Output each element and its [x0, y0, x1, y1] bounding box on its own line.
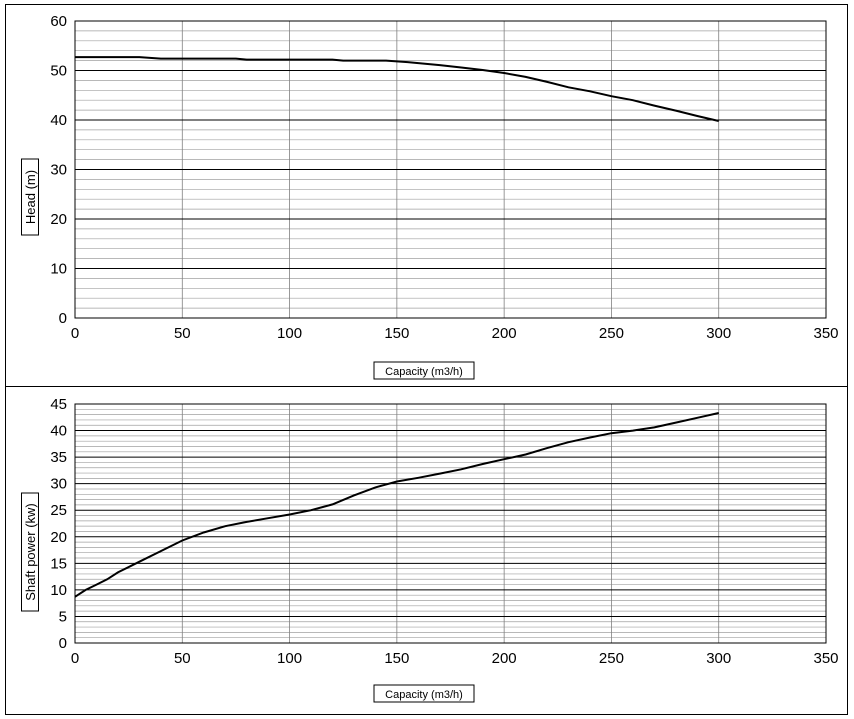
- x-axis-title: Capacity (m3/h): [385, 366, 463, 378]
- vertical-gridlines: [181, 404, 720, 643]
- x-tick-label: 200: [492, 650, 517, 667]
- x-tick-labels: 0 50 100 150 200 250 300 350: [71, 325, 839, 342]
- y-tick-label: 45: [50, 396, 67, 413]
- y-axis-title-box: Head (m): [21, 158, 39, 236]
- plot-area-border: [74, 20, 827, 319]
- head-curve: [75, 56, 719, 122]
- x-tick-labels: 0 50 100 150 200 250 300 350: [71, 650, 839, 667]
- x-tick-label: 0: [71, 650, 79, 667]
- major-gridlines: [75, 430, 826, 617]
- x-tick-label: 0: [71, 325, 79, 342]
- y-tick-label: 40: [50, 112, 67, 129]
- plot-area-border: [74, 403, 827, 644]
- y-tick-label: 5: [59, 608, 67, 625]
- figure-border: [5, 4, 848, 715]
- shaft-power-curve: [74, 412, 719, 598]
- x-tick-label: 50: [174, 325, 191, 342]
- y-axis-title: Head (m): [23, 170, 38, 224]
- y-tick-label: 60: [50, 13, 67, 30]
- x-tick-label: 50: [174, 650, 191, 667]
- x-tick-label: 300: [706, 325, 731, 342]
- x-tick-label: 150: [384, 325, 409, 342]
- x-tick-label: 350: [813, 325, 838, 342]
- y-tick-label: 0: [59, 635, 67, 652]
- x-tick-label: 350: [813, 650, 838, 667]
- y-tick-labels: 0 5 10 15 20 25 30 35 40 45: [50, 396, 67, 652]
- minor-gridlines: [75, 408, 826, 639]
- y-tick-label: 15: [50, 555, 67, 572]
- x-tick-label: 250: [599, 325, 624, 342]
- y-tick-label: 10: [50, 261, 67, 278]
- x-tick-label: 100: [277, 650, 302, 667]
- y-tick-label: 50: [50, 63, 67, 80]
- y-tick-label: 20: [50, 211, 67, 228]
- x-tick-label: 200: [492, 325, 517, 342]
- minor-gridlines: [75, 30, 826, 309]
- x-tick-label: 300: [706, 650, 731, 667]
- head-chart: 0 50 100 150 200 250 300 350 0 10 20 30 40 50 60 Capa…: [21, 13, 839, 380]
- x-axis-title-box: Capacity (m3/h): [373, 684, 475, 703]
- y-tick-label: 0: [59, 310, 67, 327]
- y-tick-label: 40: [50, 423, 67, 440]
- y-tick-label: 10: [50, 582, 67, 599]
- x-tick-label: 100: [277, 325, 302, 342]
- x-axis-title-box: Capacity (m3/h): [373, 361, 475, 380]
- y-axis-title-box: Shaft power (kw): [21, 492, 39, 612]
- y-tick-label: 20: [50, 529, 67, 546]
- x-tick-label: 250: [599, 650, 624, 667]
- y-tick-label: 35: [50, 449, 67, 466]
- x-tick-label: 150: [384, 650, 409, 667]
- x-axis-title: Capacity (m3/h): [385, 689, 463, 701]
- y-tick-label: 30: [50, 476, 67, 493]
- y-axis-title: Shaft power (kw): [23, 503, 38, 601]
- major-gridlines: [75, 70, 826, 269]
- y-tick-label: 25: [50, 502, 67, 519]
- y-tick-labels: 0 10 20 30 40 50 60: [50, 13, 67, 327]
- shaft-power-chart: 0 50 100 150 200 250 300 350 0 5 10 15 20 25 30 35 40 45…: [21, 396, 839, 703]
- y-tick-label: 30: [50, 162, 67, 179]
